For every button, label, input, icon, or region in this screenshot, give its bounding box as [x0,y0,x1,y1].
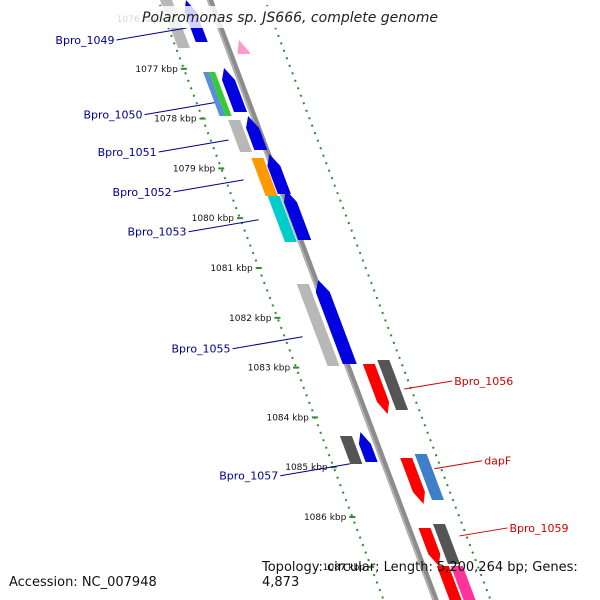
label-leader-line [173,179,244,193]
tick-label: 1080 kbp [192,214,235,224]
accession-text: Accession: NC_007948 [9,575,157,590]
gene-label[interactable]: Bpro_1051 [98,146,157,159]
label-leader-line [144,102,215,116]
gene-segment[interactable] [436,566,462,600]
title-backdrop [0,6,600,28]
reverse-gene-arrow[interactable] [400,458,425,504]
label-leader-line [404,380,453,390]
forward-gene-arrow[interactable] [222,68,248,112]
gene-segment[interactable] [228,120,253,152]
label-leader-line [116,27,187,41]
gene-label[interactable]: Bpro_1053 [128,226,187,239]
tick-label: 1082 kbp [229,314,272,324]
gene-label[interactable]: Bpro_1049 [55,34,114,47]
reverse-gene-arrow[interactable] [362,364,390,414]
gene-label[interactable]: Bpro_1056 [454,375,513,388]
tick-label: 1079 kbp [173,164,216,174]
forward-gene-arrow[interactable] [283,190,312,240]
tick-label: 1087 kbp [323,563,366,573]
gene-segment[interactable] [267,196,297,242]
gene-label[interactable]: Bpro_1057 [219,470,278,483]
tick-label: 1077 kbp [135,65,178,75]
gene-segment[interactable] [209,72,232,116]
gene-segment[interactable] [450,566,476,600]
tick-label: 1083 kbp [248,364,291,374]
gene-label[interactable]: Bpro_1059 [509,522,568,535]
label-leader-line [232,336,303,350]
tick-label: 1084 kbp [266,413,309,423]
gene-label[interactable]: Bpro_1055 [172,343,231,356]
tick-label: 1081 kbp [210,264,253,274]
reverse-gene-arrow[interactable] [418,528,441,566]
forward-gene-arrow[interactable] [358,432,378,462]
outer-dotted-ring [263,0,492,600]
tick-label: 1085 kbp [285,463,328,473]
forward-gene-arrow[interactable] [315,280,357,364]
label-leader-line [434,460,483,470]
gene-segment[interactable] [377,360,409,410]
gene-segment[interactable] [339,436,363,464]
label-leader-line [158,139,229,153]
label-leader-line [188,219,259,233]
gene-segment[interactable] [414,454,444,500]
gene-segment[interactable] [237,40,251,54]
forward-gene-arrow[interactable] [267,154,291,194]
genome-summary: Topology: circular; Length: 5,200,264 bp… [262,560,578,590]
gene-segment[interactable] [296,284,340,366]
gene-segment[interactable] [251,158,278,196]
gene-label[interactable]: Bpro_1050 [84,109,143,122]
gene-label[interactable]: Bpro_1052 [113,186,172,199]
label-leader-line [459,527,508,537]
tick-label: 1086 kbp [304,513,347,523]
map-title: Polaromonas sp. JS666, complete genome [142,10,438,26]
tick-label: 1078 kbp [154,115,197,125]
gene-labels: Bpro_1049 Bpro_1050 Bpro_1051 Bpro_1052 Bpro… [55,27,569,537]
gene-label[interactable]: dapF [484,455,511,468]
gene-segment[interactable] [432,524,461,564]
forward-gene-arrow[interactable] [246,116,268,150]
inner-dotted-ring [156,0,385,600]
label-leader-line [280,463,351,477]
gene-segment[interactable] [203,72,226,116]
gene-features [159,0,476,600]
